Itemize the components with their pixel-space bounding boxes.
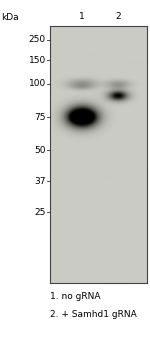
Text: 100: 100 — [28, 79, 46, 88]
Text: 37: 37 — [34, 177, 46, 186]
Text: 1. no gRNA: 1. no gRNA — [50, 292, 101, 300]
Text: 50: 50 — [34, 146, 46, 155]
Text: 75: 75 — [34, 113, 46, 121]
Text: 2: 2 — [115, 12, 121, 21]
Text: 1: 1 — [79, 12, 85, 21]
Text: 2. + Samhd1 gRNA: 2. + Samhd1 gRNA — [50, 310, 137, 319]
Text: kDa: kDa — [2, 13, 19, 22]
Text: 25: 25 — [34, 208, 46, 217]
Text: 250: 250 — [29, 35, 46, 44]
Text: 150: 150 — [28, 56, 46, 65]
